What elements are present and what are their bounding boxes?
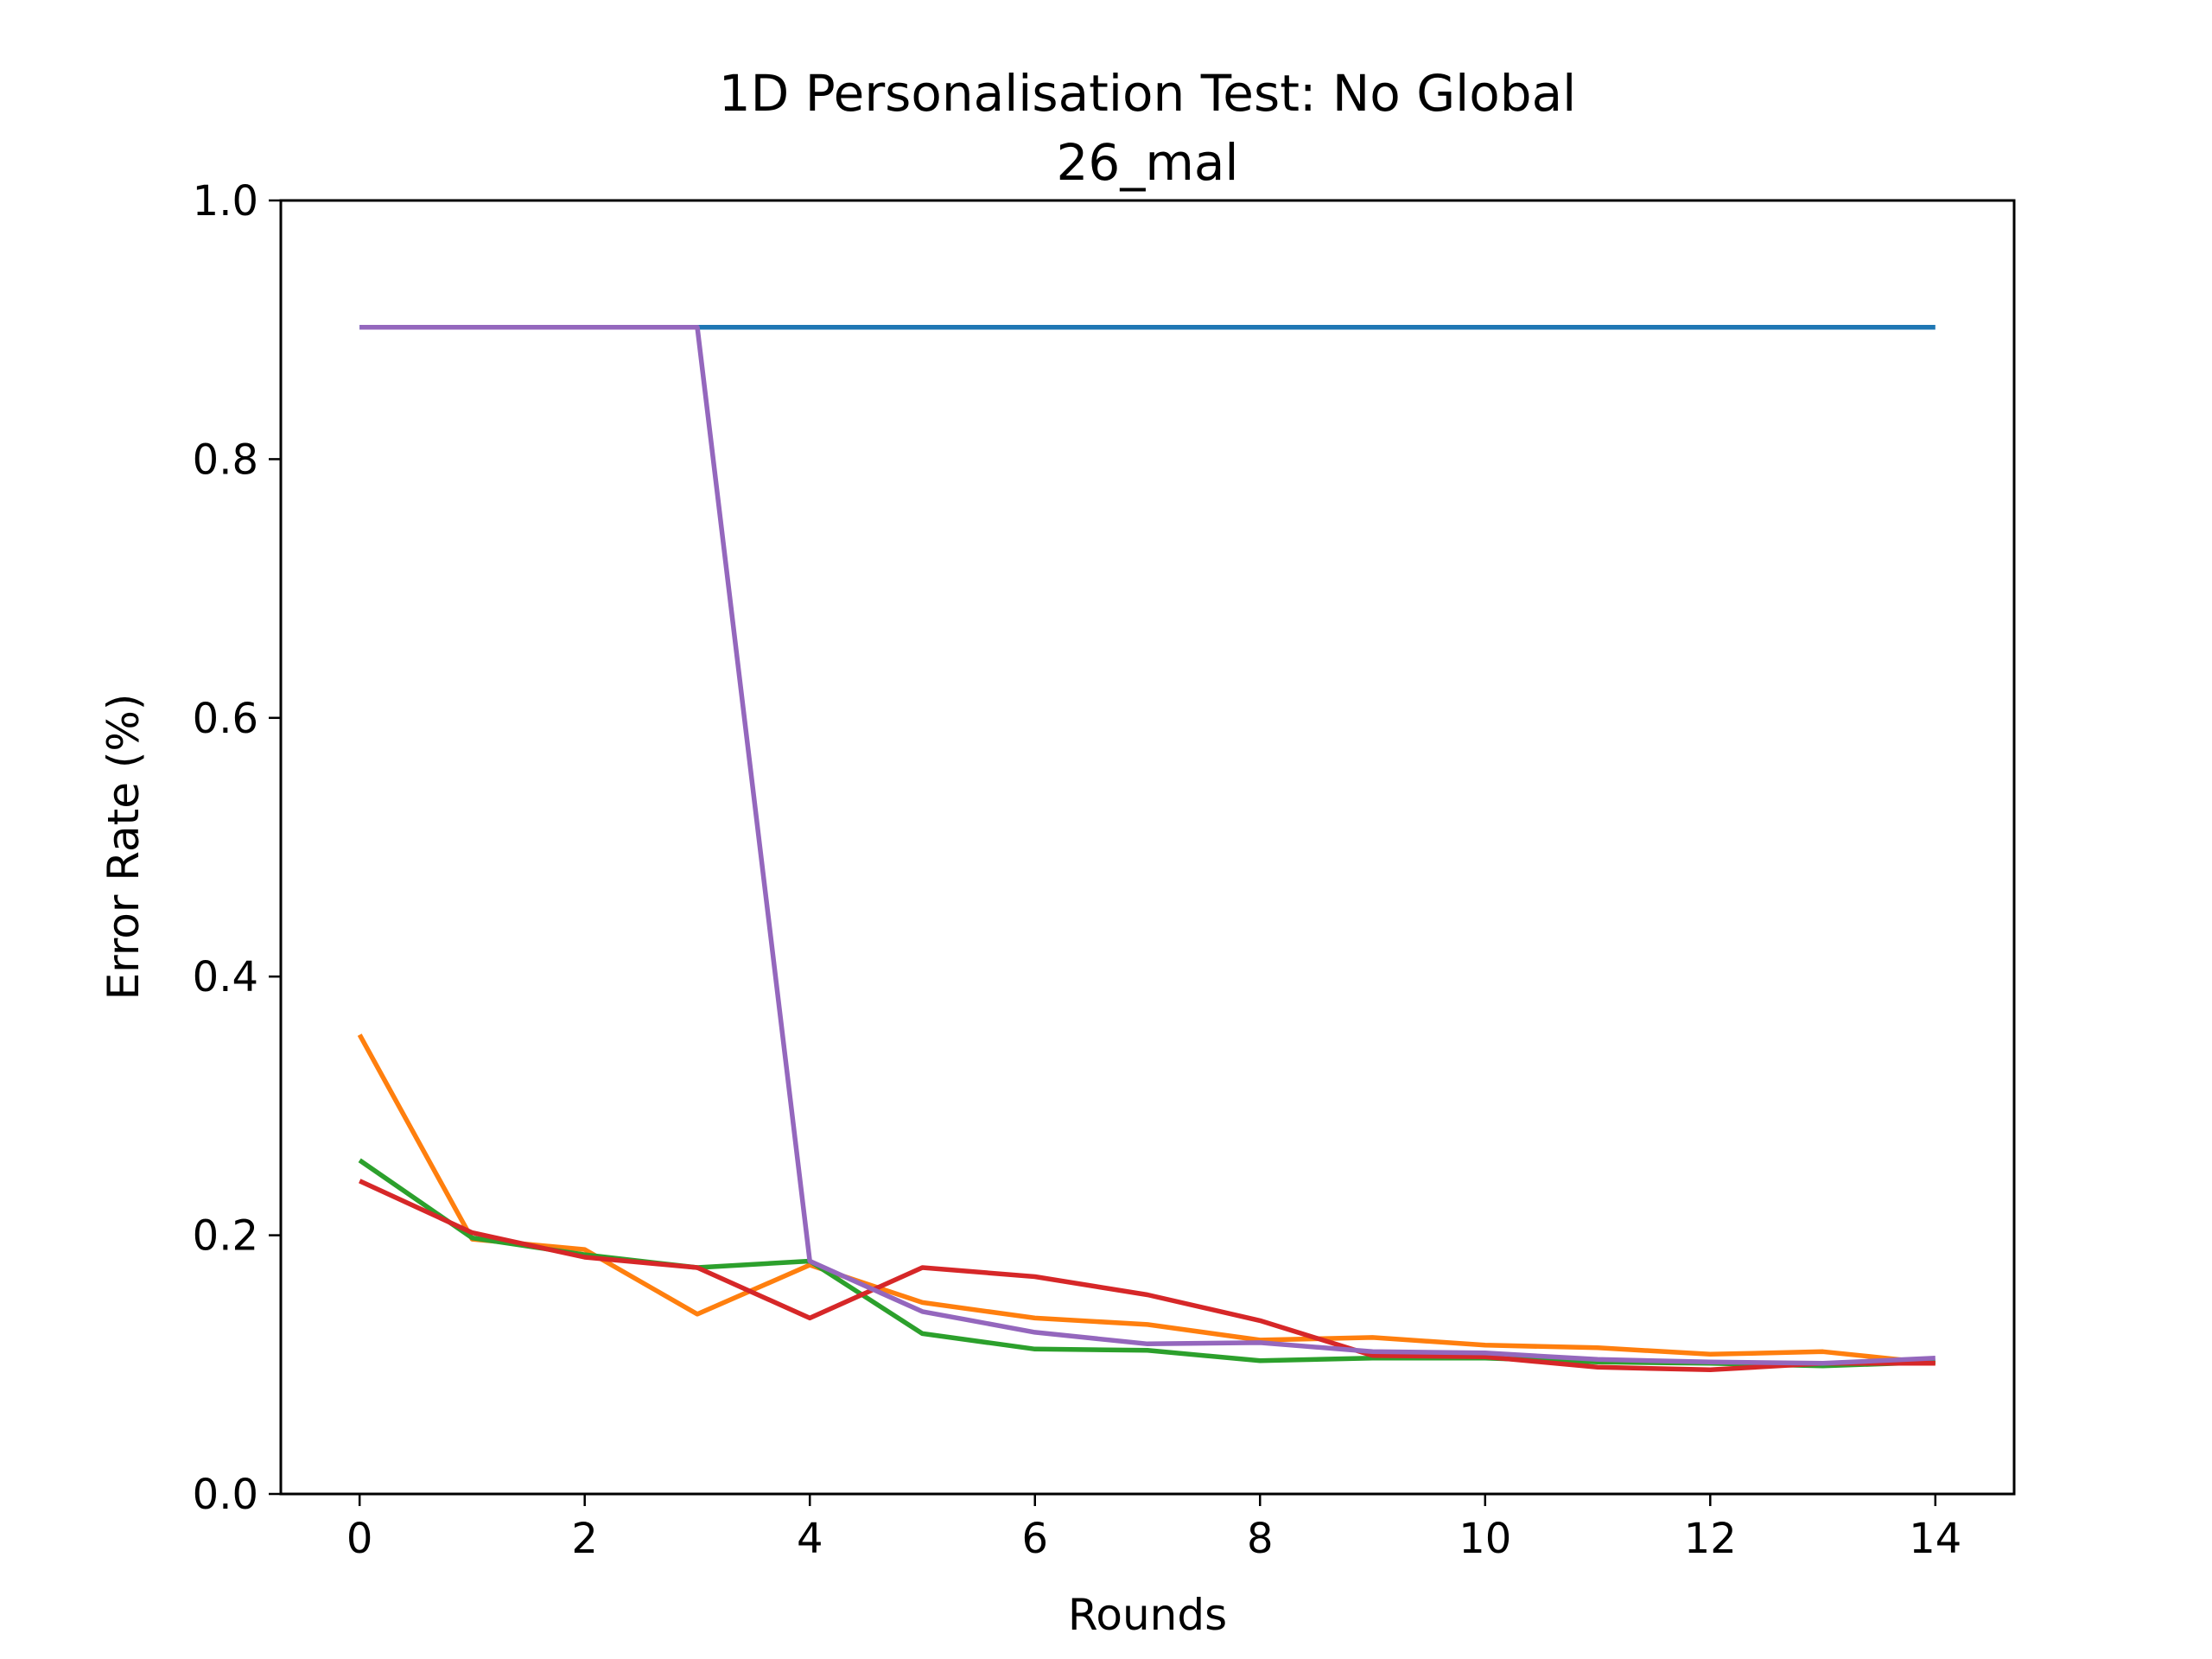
x-tick-label: 10 — [1459, 1515, 1511, 1563]
x-axis-label: Rounds — [1068, 1590, 1227, 1640]
x-tick-label: 2 — [571, 1515, 598, 1563]
series-line-2 — [357, 1033, 1936, 1366]
y-tick-label: 0.4 — [193, 953, 258, 1001]
y-tick-label: 1.0 — [193, 177, 258, 226]
series-line-4 — [359, 1179, 1936, 1373]
series-layer — [357, 324, 1936, 1373]
y-tick-label: 0.8 — [193, 435, 258, 484]
y-tick-label: 0.0 — [193, 1471, 258, 1519]
x-tick-label: 4 — [797, 1515, 823, 1563]
y-axis-label: Error Rate (%) — [99, 694, 149, 1001]
chart-title: 1D Personalisation Test: No Global — [719, 64, 1577, 123]
x-tick-label: 0 — [346, 1515, 373, 1563]
x-tick-label: 12 — [1684, 1515, 1737, 1563]
series-line-5 — [359, 324, 1936, 1366]
x-tick-label: 6 — [1021, 1515, 1048, 1563]
x-tick-label: 14 — [1909, 1515, 1961, 1563]
y-tick-label: 0.6 — [193, 695, 258, 743]
chart-subtitle: 26_mal — [1057, 133, 1239, 192]
x-tick-label: 8 — [1247, 1515, 1274, 1563]
y-tick-label: 0.2 — [193, 1212, 258, 1261]
plot-frame — [279, 199, 2016, 1496]
tick-layer: 0 2 4 6 8 10 12 14 0.0 0.2 0.4 0.6 0.8 1.0 — [193, 177, 1962, 1563]
